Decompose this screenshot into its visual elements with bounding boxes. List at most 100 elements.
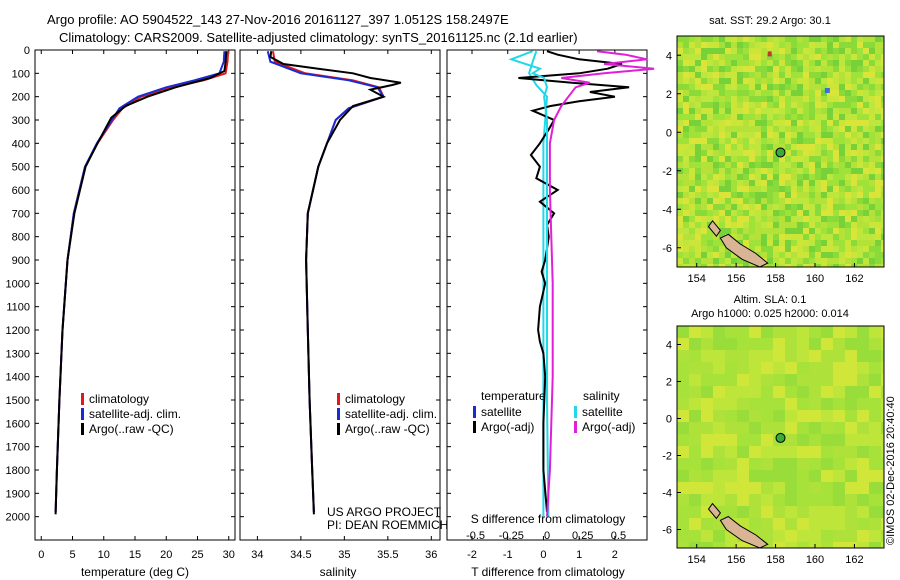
x-tick-label: 160 [806,554,824,566]
map-cell [857,78,863,84]
map-cell [695,144,701,150]
map-cell [761,470,773,482]
map-cell [797,386,809,398]
map-cell [749,60,755,66]
map-cell [773,398,785,410]
map-cell [857,36,863,42]
map-cell [857,398,869,410]
map-cell [713,458,725,470]
map-cell [755,114,761,120]
map-cell [695,264,701,267]
map-cell [857,482,869,494]
map-cell [857,54,863,60]
map-cell [761,150,767,156]
map-cell [833,138,839,144]
map-cell [869,252,875,258]
map-cell [869,410,881,422]
map-cell [863,174,869,180]
map-cell [797,78,803,84]
map-cell [725,150,731,156]
map-cell [881,542,884,548]
map-cell [683,180,689,186]
map-cell [761,386,773,398]
map-cell [725,386,737,398]
map-cell [743,204,749,210]
map-cell [743,102,749,108]
map-cell [845,494,857,506]
map-cell [881,234,884,240]
map-cell [713,542,725,548]
map-cell [755,216,761,222]
map-cell [713,108,719,114]
map-cell [803,66,809,72]
map-cell [707,180,713,186]
map-cell [719,42,725,48]
map-cell [767,204,773,210]
map-cell [791,42,797,48]
map-cell [809,132,815,138]
map-cell [743,180,749,186]
map-cell [785,258,791,264]
map-cell [809,42,815,48]
map-cell [797,204,803,210]
map-cell [863,258,869,264]
map-cell [851,72,857,78]
map-cell [833,252,839,258]
map-cell [725,198,731,204]
legend-swatch [574,421,577,433]
map-cell [821,234,827,240]
map-cell [881,42,884,48]
map-cell [707,60,713,66]
map-cell [677,126,683,132]
map-cell [833,362,845,374]
map-cell [881,506,884,518]
map-cell [881,126,884,132]
depth-tick-label: 100 [12,68,30,80]
map-cell [677,54,683,60]
map-cell [731,36,737,42]
map-cell [845,54,851,60]
map-cell [875,96,881,102]
map-cell [779,198,785,204]
map-cell [881,240,884,246]
map-cell [803,108,809,114]
map-cell [881,228,884,234]
map-cell [851,204,857,210]
map-cell [881,108,884,114]
map-cell [749,162,755,168]
map-cell [773,494,785,506]
map-cell [851,162,857,168]
map-cell [683,48,689,54]
map-cell [773,90,779,96]
map-cell [713,126,719,132]
map-cell [689,84,695,90]
map-cell [773,78,779,84]
map-cell [755,222,761,228]
map-cell [797,84,803,90]
map-cell [785,518,797,530]
map-cell [875,192,881,198]
map-cell [845,470,857,482]
map-cell [677,458,689,470]
s-tick-label: -0.5 [466,530,485,542]
series-line-t-argo-adj- [518,50,630,513]
map-cell [683,198,689,204]
map-cell [683,204,689,210]
map-cell [839,186,845,192]
map-cell [875,162,881,168]
map-cell [725,326,737,338]
map-cell [809,66,815,72]
map-cell [797,398,809,410]
map-cell [839,234,845,240]
map-cell [725,434,737,446]
map-cell [713,470,725,482]
map-cell [815,114,821,120]
map-cell [857,494,869,506]
map-cell [809,84,815,90]
map-cell [851,246,857,252]
map-cell [773,48,779,54]
map-cell [797,180,803,186]
map-cell [827,168,833,174]
legend-title-temperature: temperature [481,389,546,403]
legend-label: satellite-adj. clim. [89,407,181,421]
